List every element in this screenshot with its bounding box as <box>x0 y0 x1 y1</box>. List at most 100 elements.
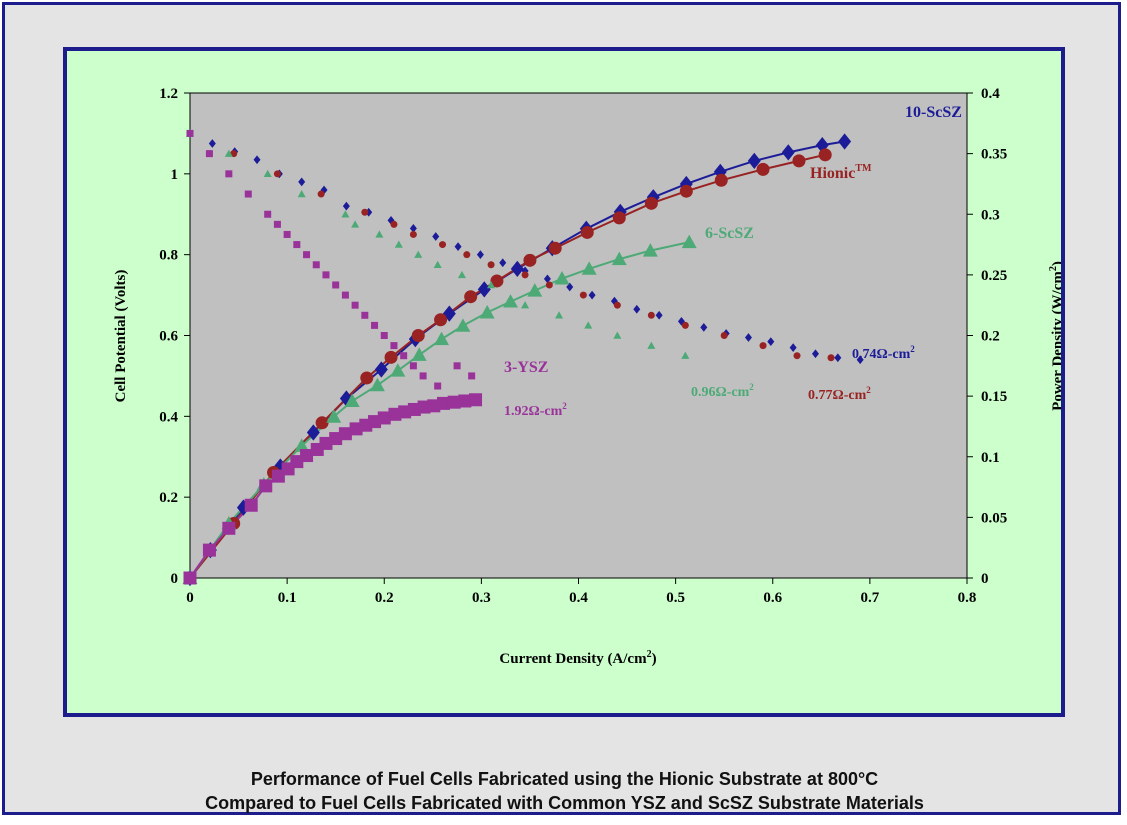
voltage-point-6-scsz <box>414 250 423 258</box>
voltage-point-hionic <box>759 342 767 350</box>
voltage-point-hionic <box>827 354 835 362</box>
y-left-tick-label: 1 <box>171 167 179 183</box>
power-point-3-ysz <box>259 479 273 493</box>
voltage-point-3-ysz <box>225 170 233 178</box>
chart-frame: 0 0.1 0.2 0.3 0.4 0.5 0.6 0.7 0.8 0 0.2 0.4 0.6 0.8 1 1… <box>2 2 1121 815</box>
power-point-3-ysz <box>377 411 391 425</box>
voltage-point-3-ysz <box>409 362 417 370</box>
voltage-point-3-ysz <box>400 352 408 360</box>
caption-line-1: Performance of Fuel Cells Fabricated usi… <box>250 769 879 789</box>
x-tick-label: 0.5 <box>666 590 685 606</box>
voltage-point-3-ysz <box>341 291 349 299</box>
voltage-point-10-scsz <box>856 355 864 365</box>
power-point-6-scsz <box>611 251 627 266</box>
y-axis-right-label: Power Density (W/cm2) <box>1048 261 1061 411</box>
voltage-point-3-ysz <box>419 372 427 380</box>
power-point-hionic <box>411 329 425 342</box>
power-point-10-scsz <box>510 260 524 277</box>
voltage-point-3-ysz <box>283 230 291 238</box>
power-point-hionic <box>756 162 770 176</box>
voltage-point-hionic <box>487 261 495 269</box>
y-left-tick-label: 0.8 <box>159 248 178 264</box>
voltage-point-6-scsz <box>341 210 350 218</box>
voltage-point-hionic <box>390 220 398 228</box>
power-point-6-scsz <box>479 304 495 319</box>
voltage-point-3-ysz <box>371 321 379 329</box>
y-right-tick-label: 0.2 <box>981 329 1000 345</box>
y-left-tick-label: 0.4 <box>159 409 178 425</box>
power-point-10-scsz <box>781 144 795 161</box>
power-point-10-scsz <box>477 281 491 298</box>
power-point-6-scsz <box>326 409 342 423</box>
voltage-point-3-ysz <box>468 372 476 380</box>
voltage-point-3-ysz <box>380 332 388 339</box>
label-10-scsz: 10-ScSZ <box>905 104 962 121</box>
x-tick-label: 0.6 <box>763 590 782 606</box>
power-point-3-ysz <box>447 395 461 409</box>
power-point-3-ysz <box>300 449 314 463</box>
y-right-tick-label: 0.1 <box>981 450 1000 466</box>
x-tick-label: 0.2 <box>375 590 394 606</box>
power-point-6-scsz <box>642 243 658 257</box>
voltage-point-hionic <box>681 321 689 329</box>
power-point-6-scsz <box>411 347 427 361</box>
power-point-10-scsz <box>374 361 388 378</box>
power-point-3-ysz <box>244 498 258 512</box>
power-point-10-scsz <box>838 133 852 150</box>
x-axis-label: Current Density (A/cm2) <box>499 649 656 667</box>
power-point-6-scsz <box>434 331 450 346</box>
power-point-hionic <box>644 196 658 210</box>
figure-caption: Performance of Fuel Cells Fabricated usi… <box>5 767 1124 815</box>
voltage-point-3-ysz <box>332 281 340 289</box>
y-left-tick-label: 0.2 <box>159 490 178 506</box>
power-point-hionic <box>580 225 594 239</box>
voltage-point-hionic <box>647 311 655 319</box>
voltage-point-10-scsz <box>298 177 306 187</box>
power-point-hionic <box>360 371 374 385</box>
voltage-point-10-scsz <box>588 290 596 300</box>
power-point-10-scsz <box>747 152 761 170</box>
y-right-tick-label: 0.4 <box>981 86 1000 102</box>
voltage-point-6-scsz <box>584 321 593 329</box>
power-point-hionic <box>434 313 448 327</box>
x-tick-label: 0.3 <box>472 590 491 606</box>
y-right-tick-label: 0 <box>981 571 989 587</box>
power-point-3-ysz <box>436 396 450 410</box>
voltage-point-3-ysz <box>351 301 359 309</box>
power-point-3-ysz <box>469 393 483 407</box>
y-right-tick-label: 0.35 <box>981 147 1007 163</box>
fuel-cell-chart: 0 0.1 0.2 0.3 0.4 0.5 0.6 0.7 0.800.20.40.60.811… <box>113 86 1066 667</box>
voltage-point-6-scsz <box>613 331 622 339</box>
voltage-point-hionic <box>361 208 369 216</box>
chart-panel: 0 0.1 0.2 0.3 0.4 0.5 0.6 0.7 0.8 0 0.2 0.4 0.6 0.8 1 1… <box>63 47 1066 717</box>
power-point-6-scsz <box>681 234 697 249</box>
voltage-point-10-scsz <box>543 274 551 284</box>
x-tick-label: 0.8 <box>958 590 977 606</box>
power-point-hionic <box>315 416 329 430</box>
voltage-point-10-scsz <box>253 155 261 165</box>
voltage-point-3-ysz <box>293 241 301 249</box>
power-point-6-scsz <box>294 438 310 452</box>
voltage-point-10-scsz <box>454 242 462 251</box>
voltage-point-hionic <box>273 170 281 178</box>
voltage-point-10-scsz <box>633 304 641 314</box>
voltage-point-10-scsz <box>655 310 663 320</box>
power-point-6-scsz <box>390 363 406 377</box>
power-point-hionic <box>679 184 693 198</box>
voltage-point-3-ysz <box>186 129 194 137</box>
power-point-hionic <box>548 241 562 255</box>
x-tick-label: 0.7 <box>861 590 880 606</box>
x-tick-label: 0.1 <box>278 590 297 606</box>
power-point-hionic <box>384 350 398 364</box>
voltage-point-hionic <box>545 281 553 289</box>
power-point-10-scsz <box>306 424 320 441</box>
power-point-3-ysz <box>183 571 197 585</box>
x-tick-label: 0.4 <box>569 590 588 606</box>
voltage-point-6-scsz <box>394 240 403 248</box>
voltage-point-3-ysz <box>205 150 213 158</box>
power-point-3-ysz <box>202 543 216 557</box>
voltage-point-10-scsz <box>499 258 507 268</box>
power-point-6-scsz <box>455 318 471 332</box>
voltage-point-3-ysz <box>361 311 369 319</box>
voltage-point-6-scsz <box>297 190 306 198</box>
